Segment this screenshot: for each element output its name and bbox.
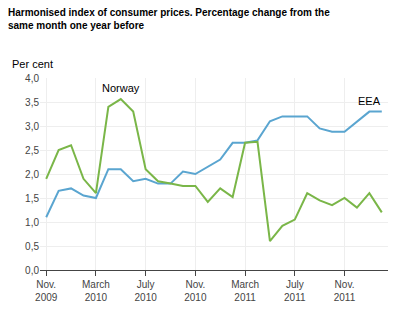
- svg-text:Per cent: Per cent: [12, 58, 53, 70]
- svg-text:Harmonised index of consumer p: Harmonised index of consumer prices. Per…: [8, 7, 330, 31]
- svg-text:0,0: 0,0: [25, 265, 39, 276]
- svg-text:July2011: July2011: [284, 279, 306, 303]
- svg-text:March2011: March2011: [231, 279, 259, 303]
- svg-text:Norway: Norway: [102, 82, 140, 94]
- svg-text:4,0: 4,0: [25, 73, 39, 84]
- svg-text:July2010: July2010: [135, 279, 158, 303]
- svg-text:1,0: 1,0: [25, 217, 39, 228]
- svg-text:1,5: 1,5: [25, 193, 39, 204]
- svg-text:EEA: EEA: [358, 95, 381, 107]
- svg-text:0,5: 0,5: [25, 241, 39, 252]
- svg-text:2,5: 2,5: [25, 145, 39, 156]
- svg-text:3,5: 3,5: [25, 97, 39, 108]
- svg-text:Nov.2010: Nov.2010: [184, 279, 207, 303]
- svg-text:2,0: 2,0: [25, 169, 39, 180]
- svg-text:Nov.2009: Nov.2009: [35, 279, 58, 303]
- svg-text:March2010: March2010: [82, 279, 110, 303]
- svg-text:Nov.2011: Nov.2011: [334, 279, 356, 303]
- svg-text:3,0: 3,0: [25, 121, 39, 132]
